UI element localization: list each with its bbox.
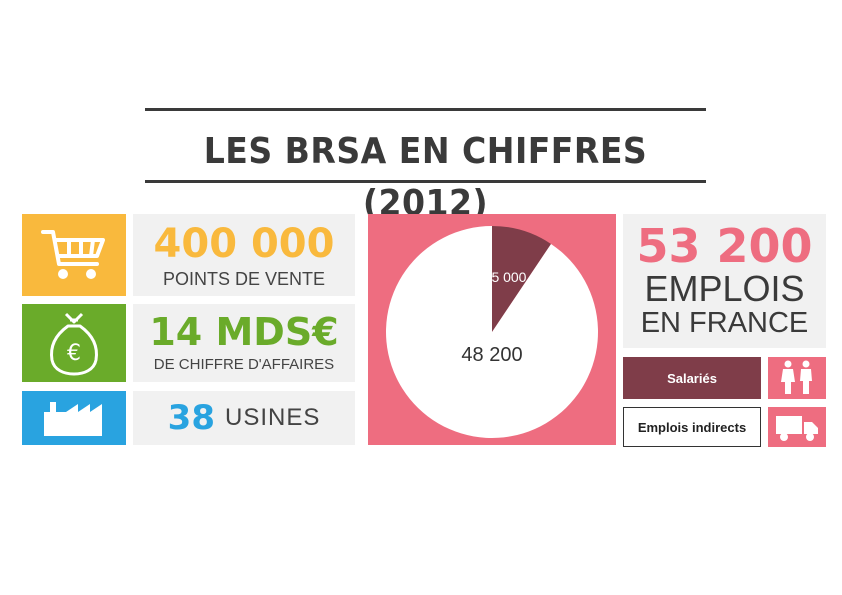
pie-slice-1 bbox=[385, 226, 598, 438]
pie-chart: 5 000 48 200 bbox=[385, 226, 598, 438]
delivery-truck-icon bbox=[768, 407, 826, 447]
emplois-panel: 53 200 EMPLOIS EN FRANCE bbox=[623, 214, 826, 348]
pie-label-0: 5 000 bbox=[491, 269, 526, 285]
emplois-value: 53 200 bbox=[636, 219, 813, 273]
svg-text:€: € bbox=[67, 341, 81, 366]
pie-label-1: 48 200 bbox=[461, 344, 522, 366]
page-title: LES BRSA EN CHIFFRES (2012) bbox=[203, 131, 648, 224]
chiffre-affaires-panel: 14 MDS€ DE CHIFFRE D'AFFAIRES bbox=[133, 304, 355, 382]
usines-label: USINES bbox=[224, 404, 321, 431]
usines-value: 38 bbox=[167, 398, 215, 438]
man-woman-icon bbox=[768, 357, 826, 399]
emplois-line1: EMPLOIS bbox=[644, 268, 805, 309]
usines-panel: 38 USINES bbox=[133, 391, 355, 445]
euro-money-bag-icon: € bbox=[22, 304, 126, 382]
points-value: 400 000 bbox=[153, 221, 335, 267]
pie-chart-panel: 5 000 48 200 bbox=[368, 214, 616, 445]
points-label: POINTS DE VENTE bbox=[162, 269, 326, 289]
emplois-line2: EN FRANCE bbox=[640, 307, 809, 339]
legend-indirects: Emplois indirects bbox=[623, 407, 761, 447]
ca-label: DE CHIFFRE D'AFFAIRES bbox=[153, 356, 335, 373]
title-rule-bottom bbox=[145, 180, 706, 183]
ca-value: 14 MDS€ bbox=[149, 310, 339, 354]
points-de-vente-panel: 400 000 POINTS DE VENTE bbox=[133, 214, 355, 296]
legend-salaries: Salariés bbox=[623, 357, 761, 399]
factory-icon bbox=[22, 391, 126, 445]
title-rule-top bbox=[145, 108, 706, 111]
pie-slice-0 bbox=[492, 226, 552, 332]
shopping-cart-icon bbox=[22, 214, 126, 296]
